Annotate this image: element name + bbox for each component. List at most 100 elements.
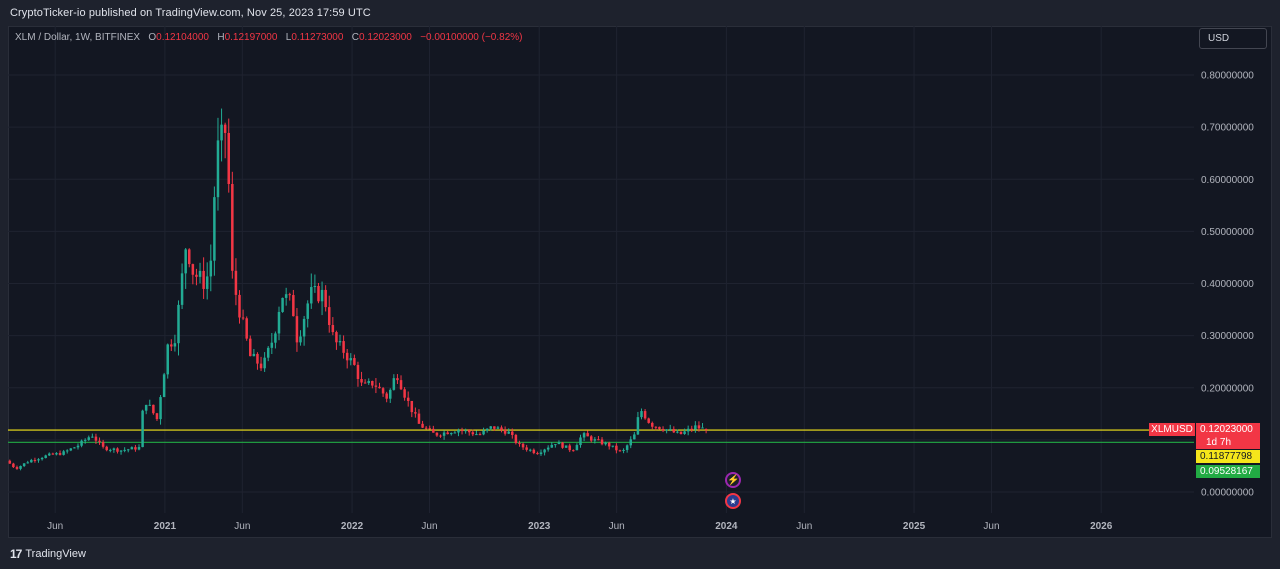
candle-body (554, 444, 557, 446)
candle-body (697, 425, 701, 429)
legend-open-value: 0.12104000 (156, 32, 209, 43)
candle-body (137, 447, 141, 450)
x-tick-label: Jun (796, 521, 812, 532)
y-tick-label: 0.60000000 (1201, 175, 1254, 186)
y-tick-label: 0.20000000 (1201, 383, 1254, 394)
yellow-level-tag: 0.11877798 (1196, 450, 1260, 463)
candle-body (62, 451, 65, 455)
candle-body (342, 341, 345, 353)
candle-body (593, 439, 597, 441)
candle-body (126, 449, 130, 451)
candle-body (672, 429, 676, 433)
candle-body (19, 466, 22, 469)
candle-body (661, 428, 665, 431)
candle-body (572, 450, 575, 452)
y-tick-label: 0.80000000 (1201, 71, 1254, 82)
candle-body (557, 442, 561, 445)
candle-body (464, 430, 467, 432)
candle-body (694, 425, 697, 430)
candle-body (48, 453, 51, 456)
candle-body (690, 428, 694, 430)
candle-body (331, 325, 335, 333)
candle-body (367, 381, 370, 384)
candle-body (399, 380, 403, 390)
candle-body (80, 440, 83, 446)
chart-frame[interactable] (8, 26, 1272, 538)
candle-body (389, 389, 392, 399)
candle-body (37, 459, 40, 461)
currency-button[interactable]: USD (1199, 28, 1267, 49)
y-tick-label: 0.40000000 (1201, 279, 1254, 290)
candle-body (625, 445, 629, 450)
tradingview-branding[interactable]: 17 TradingView (10, 547, 86, 561)
bar-countdown-tag: 1d 7h (1196, 436, 1260, 449)
candle-body (295, 316, 299, 343)
candle-body (489, 426, 493, 429)
candle-body (12, 463, 15, 468)
candle-body (658, 426, 661, 429)
candle-body (15, 467, 19, 469)
candle-body (73, 447, 76, 449)
candle-body (546, 447, 550, 450)
last-price-tag: 0.12023000 (1196, 423, 1260, 436)
candle-body (98, 440, 101, 442)
candle-body (324, 289, 327, 308)
candle-body (421, 423, 424, 428)
candle-body (69, 448, 73, 451)
candle-body (327, 307, 331, 326)
candle-body (195, 274, 198, 277)
time-axis: Jun 2021 Jun 2022 Jun 2023 Jun 2024 Jun 2025 Jun 20… (47, 521, 1113, 532)
candle-body (284, 294, 288, 298)
candle-body (353, 358, 356, 365)
candle-body (633, 434, 636, 440)
candle-body (478, 434, 482, 436)
candle-body (87, 437, 91, 440)
candle-body (91, 436, 94, 438)
candle-body (604, 442, 607, 445)
candle-body (575, 445, 579, 451)
candle-body (482, 430, 485, 435)
x-tick-label: 2026 (1090, 521, 1113, 532)
x-tick-label: Jun (983, 521, 999, 532)
candle-body (414, 412, 417, 414)
candle-body (701, 427, 704, 429)
publisher-text: CryptoTicker-io published on TradingView… (10, 7, 371, 19)
x-tick-label: 2025 (903, 521, 926, 532)
candle-body (457, 430, 460, 433)
x-tick-label: 2023 (528, 521, 551, 532)
symbol-price-tag-label: XLMUSD (1149, 423, 1195, 436)
candle-body (205, 276, 209, 289)
candle-body (532, 449, 536, 454)
y-tick-label: 0.50000000 (1201, 227, 1254, 238)
candle-body (249, 338, 252, 357)
green-level-tag: 0.09528167 (1196, 465, 1260, 478)
candle-body (363, 382, 367, 384)
candle-body (668, 429, 672, 431)
candle-body (636, 417, 640, 435)
price-chart[interactable]: 0.80000000 0.70000000 0.60000000 0.50000000… (8, 26, 1272, 538)
candle-body (335, 332, 338, 343)
candle-body (238, 294, 241, 318)
lightning-icon[interactable]: ⚡ (725, 472, 741, 488)
candle-body (76, 445, 80, 448)
candle-body (643, 411, 647, 419)
legend-symbol: XLM / Dollar, 1W, BITFINEX (15, 32, 141, 43)
candle-body (686, 428, 690, 432)
candle-body (202, 270, 205, 289)
x-tick-label: 2021 (154, 521, 177, 532)
candle-body (245, 318, 248, 339)
candle-body (428, 428, 431, 430)
candle-body (453, 432, 457, 434)
us-flag-icon[interactable]: ★ (725, 493, 741, 509)
legend-open-label: O (148, 32, 157, 43)
candle-body (345, 352, 349, 361)
candle-body (26, 462, 29, 464)
candle-body (51, 453, 55, 455)
candle-body (274, 333, 277, 343)
y-tick-label: 0.00000000 (1201, 488, 1254, 499)
x-tick-label: 2022 (341, 521, 364, 532)
candle-body (403, 389, 406, 398)
candle-body (640, 411, 643, 418)
candle-body (651, 422, 654, 427)
candle-body (209, 260, 213, 277)
